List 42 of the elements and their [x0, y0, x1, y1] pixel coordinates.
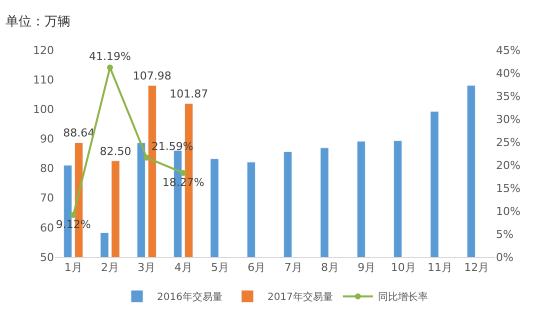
y-tick-label: 70: [40, 192, 54, 205]
legend-label: 同比增长率: [378, 291, 428, 304]
y2-tick-label: 5%: [496, 228, 514, 241]
chart-title: 单位：万辆: [6, 14, 70, 30]
x-tick-label: 11月: [428, 261, 452, 274]
y-tick-label: 80: [40, 162, 54, 176]
data-label: 101.87: [170, 88, 208, 101]
data-label: 88.64: [63, 126, 95, 140]
legend-label: 2016年交易量: [157, 291, 222, 304]
y2-tick-label: 15%: [496, 182, 520, 195]
x-tick-label: 5月: [211, 261, 229, 274]
y-tick-label: 110: [33, 73, 54, 86]
data-label: 82.50: [100, 144, 132, 158]
x-tick-label: 6月: [248, 261, 266, 274]
x-tick-label: 3月: [138, 261, 156, 274]
x-tick-label: 1月: [64, 261, 82, 274]
point: [144, 154, 150, 161]
y2-tick-label: 0%: [496, 250, 514, 264]
y-tick-label: 90: [40, 132, 54, 146]
x-tick-label: 8月: [321, 261, 339, 274]
y2-tick-label: 10%: [496, 204, 520, 218]
data-label: 107.98: [132, 70, 172, 83]
data-label: 41.19%: [89, 50, 131, 64]
y2-tick-label: 40%: [496, 66, 520, 80]
y2-tick-label: 25%: [496, 136, 520, 149]
y2-tick-label: 20%: [496, 158, 520, 172]
y2-tick-label: 30%: [496, 112, 520, 126]
y-tick-label: 50: [40, 250, 54, 264]
x-tick-label: 10月: [390, 261, 416, 274]
x-tick-label: 12月: [464, 261, 490, 274]
y-tick-label: 60: [40, 221, 54, 234]
legend-label: 2017年交易量: [267, 291, 333, 304]
x-tick-label: 4月: [174, 261, 192, 274]
y-tick-label: 120: [33, 44, 54, 57]
point: [70, 212, 76, 218]
point: [180, 170, 186, 176]
x-tick-label: 7月: [284, 261, 302, 274]
x-tick-label: 2月: [101, 261, 119, 274]
y-tick-label: 100: [33, 102, 54, 116]
x-tick-label: 9月: [358, 261, 376, 274]
y2-tick-label: 45%: [496, 44, 520, 57]
y2-tick-label: 35%: [496, 90, 520, 103]
